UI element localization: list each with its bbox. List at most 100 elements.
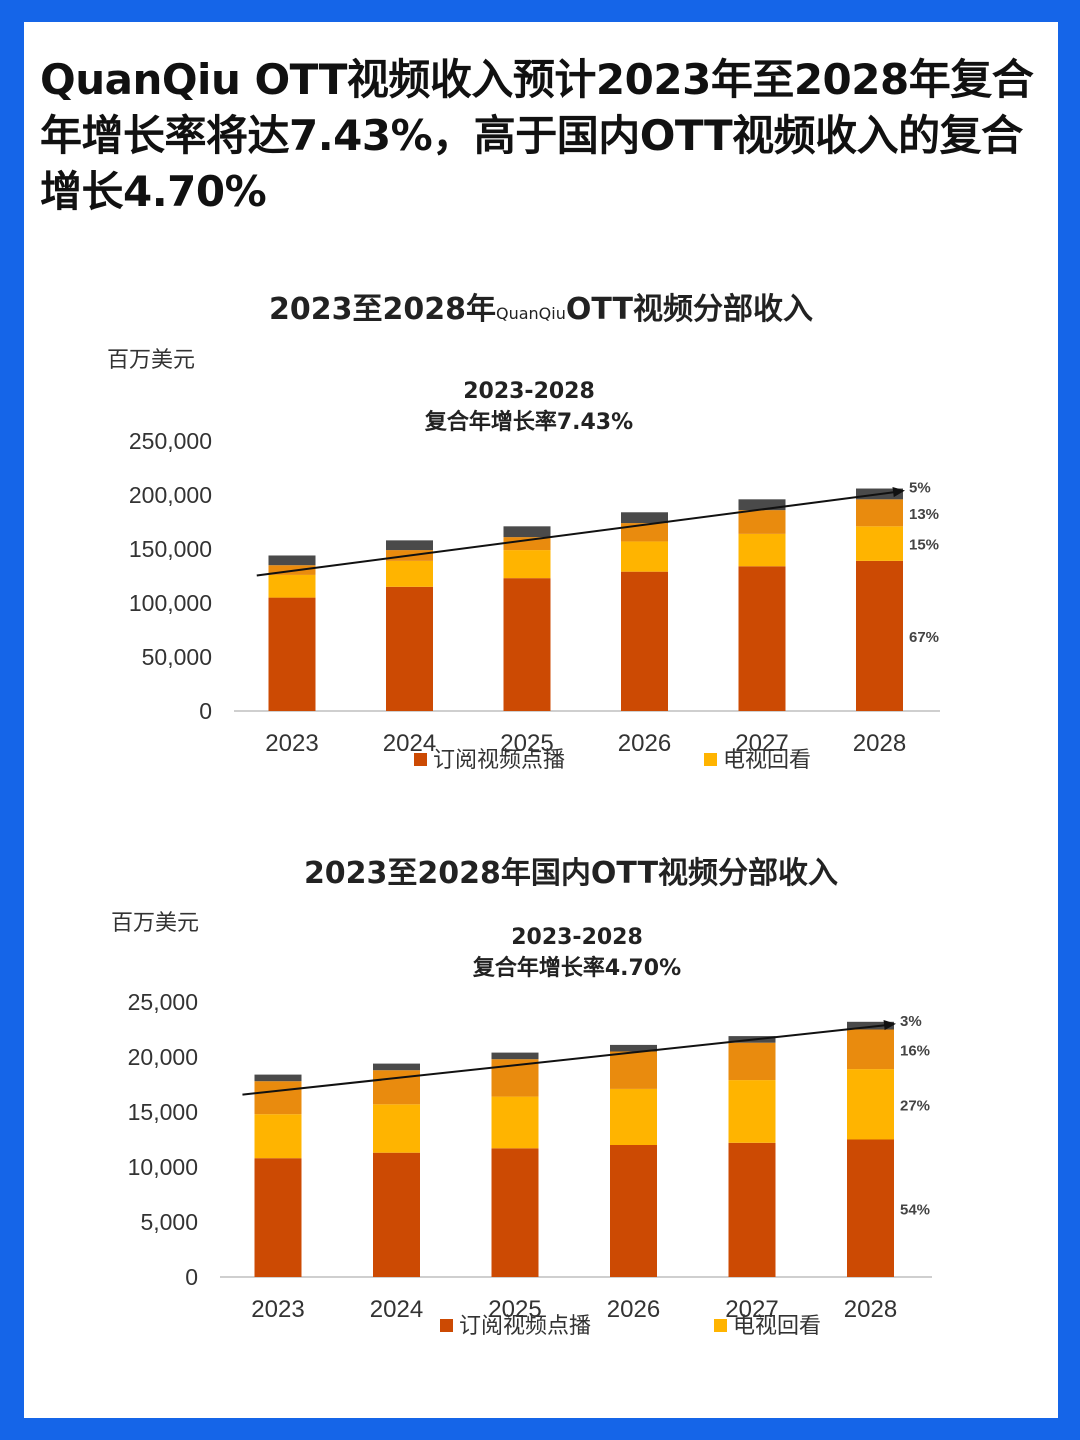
chart2-bar-2023-seg3 — [254, 1081, 302, 1115]
chart1-y-tick-label: 0 — [199, 698, 212, 724]
chart1-x-tick-label-2026: 2026 — [618, 730, 671, 752]
chart1-cagr-annotation: 2023-2028 复合年增长率7.43% — [404, 376, 654, 438]
chart1-bar-2025-seg1 — [503, 578, 551, 711]
chart1-y-tick-label: 100,000 — [129, 590, 212, 616]
chart1-bar-2024-seg2 — [386, 560, 433, 587]
chart1-bar-2026-seg3 — [621, 523, 668, 542]
chart2-share-label: 16% — [900, 1042, 930, 1059]
chart2-legend-tv-replay-label: 电视回看 — [733, 1314, 822, 1339]
chart2-cagr-period: 2023-2028 — [511, 925, 643, 950]
chart1-share-label: 13% — [909, 506, 939, 523]
chart2-title: 2023至2028年国内OTT视频分部收入 — [303, 856, 839, 891]
chart1-y-tick-label: 200,000 — [129, 482, 212, 508]
chart2-bar-2025-seg1 — [491, 1148, 539, 1277]
chart1-bar-2027-seg4 — [738, 499, 786, 511]
chart2-bar-2024-seg4 — [373, 1063, 420, 1071]
chart1-share-label: 15% — [909, 537, 939, 554]
chart1-cagr-text: 复合年增长率7.43% — [424, 410, 634, 435]
chart2-cagr-text: 复合年增长率4.70% — [472, 956, 682, 981]
chart1-bar-2024-seg1 — [386, 586, 433, 711]
chart1-bar-2026-seg1 — [621, 571, 668, 711]
chart1-x-tick-label-2028: 2028 — [853, 730, 906, 752]
chart2-bar-2025-seg2 — [491, 1096, 539, 1149]
chart2-legend-tv-replay-swatch — [714, 1319, 727, 1332]
headline: QuanQiu OTT视频收入预计2023年至2028年复合年增长率将达7.43… — [40, 55, 1034, 216]
chart2-y-tick-label: 25,000 — [128, 989, 198, 1015]
chart1-bar-2027-seg2 — [738, 533, 786, 567]
chart2-trend-line — [242, 1023, 891, 1096]
chart1-legend-tv-replay-swatch — [704, 753, 717, 766]
chart2-share-label: 54% — [900, 1201, 930, 1218]
chart1-bar-2028-seg2 — [856, 526, 903, 561]
chart2-cagr-annotation: 2023-2028 复合年增长率4.70% — [452, 922, 702, 984]
chart2-bar-2028-seg3 — [847, 1029, 894, 1070]
chart2-legend-tv-replay: 电视回看 — [714, 1308, 821, 1340]
chart1-title-small: QuanQiu — [496, 304, 566, 323]
chart2-y-tick-label: 15,000 — [128, 1099, 198, 1125]
chart2-bar-2024-seg2 — [373, 1104, 420, 1153]
chart1-trend-arrowhead — [892, 487, 905, 498]
chart2-x-tick-label-2026: 2026 — [607, 1296, 660, 1322]
chart1-bar-2028-seg1 — [856, 560, 903, 711]
chart1-title: 2023至2028年QuanQiuOTT视频分部收入 — [24, 284, 1058, 328]
chart2-y-tick-label: 5,000 — [140, 1209, 198, 1235]
chart1-cagr-period: 2023-2028 — [463, 379, 595, 404]
chart1-bar-2026-seg2 — [621, 541, 668, 572]
chart2-share-label: 3% — [900, 1013, 922, 1030]
chart1-bar-2025-seg3 — [503, 537, 551, 551]
chart1-title-part1: 2023至2028年 — [269, 292, 496, 327]
chart1-x-tick-label-2024: 2024 — [383, 730, 436, 752]
chart2-x-tick-label-2024: 2024 — [370, 1296, 423, 1322]
chart2-share-label: 27% — [900, 1097, 930, 1114]
chart2-bar-2026-seg3 — [610, 1051, 657, 1089]
chart2-bar-2028-seg1 — [847, 1139, 894, 1277]
chart1-bar-2027-seg3 — [738, 510, 786, 534]
chart2-x-tick-label-2025: 2025 — [488, 1296, 541, 1322]
chart1-bar-2027-seg1 — [738, 566, 786, 711]
chart2-bar-2027-seg2 — [728, 1080, 776, 1143]
chart2-y-tick-label: 10,000 — [128, 1154, 198, 1180]
chart2-bar-2027-seg1 — [728, 1142, 776, 1277]
chart1-x-tick-label-2027: 2027 — [735, 730, 788, 752]
chart2-y-tick-label: 20,000 — [128, 1044, 198, 1070]
chart2-unit-label: 百万美元 — [111, 911, 200, 936]
chart2-legend-svod-swatch — [440, 1319, 453, 1332]
chart2-x-tick-label-2028: 2028 — [844, 1296, 897, 1322]
chart2-bar-2026-seg1 — [610, 1145, 657, 1277]
chart1-y-tick-label: 150,000 — [129, 536, 212, 562]
chart2-bar-2025-seg4 — [491, 1052, 539, 1060]
chart1-bar-2025-seg2 — [503, 550, 551, 579]
chart1-bar-2025-seg4 — [503, 526, 551, 538]
chart1-bar-2026-seg4 — [621, 512, 668, 524]
chart2-bar-2023-seg1 — [254, 1158, 302, 1277]
chart2-x-tick-label-2023: 2023 — [251, 1296, 304, 1322]
chart1-x-tick-label-2023: 2023 — [265, 730, 318, 752]
chart2-bar-2023-seg2 — [254, 1114, 302, 1159]
chart2-bar-2023-seg4 — [254, 1074, 302, 1082]
chart2-bar-2028-seg2 — [847, 1069, 894, 1140]
chart1-bar-2024-seg4 — [386, 540, 433, 551]
chart2-bar-2027-seg3 — [728, 1042, 776, 1081]
chart1-legend-svod-label: 订阅视频点播 — [433, 748, 566, 773]
chart1-bar-2028-seg3 — [856, 499, 903, 527]
chart1-share-label: 67% — [909, 629, 939, 646]
chart2-x-tick-label-2027: 2027 — [725, 1296, 778, 1322]
chart1-y-tick-label: 250,000 — [129, 428, 212, 454]
chart2-legend-svod: 订阅视频点播 — [440, 1308, 591, 1340]
chart1-bar-2023-seg4 — [268, 555, 316, 566]
chart1-y-tick-label: 50,000 — [142, 644, 212, 670]
chart1-legend-svod-swatch — [414, 753, 427, 766]
chart1-legend-tv-replay-label: 电视回看 — [723, 748, 812, 773]
chart1-title-part2: OTT视频分部收入 — [565, 292, 813, 327]
chart2-y-tick-label: 0 — [185, 1264, 198, 1290]
chart2-bar-2026-seg2 — [610, 1088, 657, 1145]
chart1-bar-2023-seg2 — [268, 574, 316, 598]
chart1-bar-2023-seg1 — [268, 597, 316, 711]
chart1-x-tick-label-2025: 2025 — [500, 730, 553, 752]
chart2-trend-arrowhead — [883, 1020, 896, 1031]
chart1-legend-tv-replay: 电视回看 — [704, 742, 811, 774]
chart2-bar-2026-seg4 — [610, 1044, 657, 1052]
chart1-unit-label: 百万美元 — [107, 348, 196, 373]
chart2-legend-svod-label: 订阅视频点播 — [459, 1314, 592, 1339]
chart2-bar-2028-seg4 — [847, 1021, 894, 1030]
